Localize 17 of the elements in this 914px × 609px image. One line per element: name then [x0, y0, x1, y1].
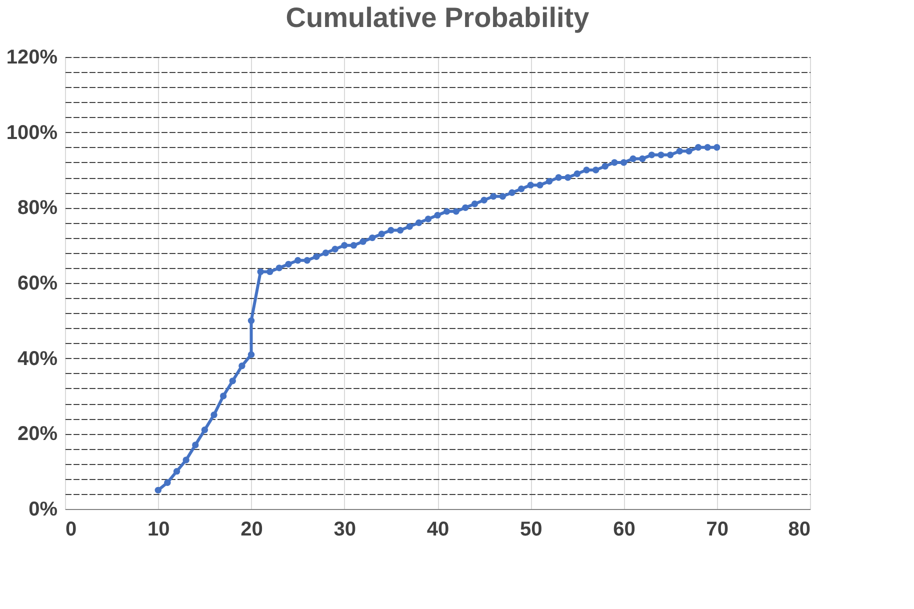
x-tick-label: 10: [148, 518, 170, 540]
y-tick-label: 120%: [6, 46, 58, 68]
y-tick-label: 40%: [17, 348, 58, 370]
x-tick-label: 20: [240, 518, 263, 540]
x-tick-label: 0: [66, 518, 77, 540]
x-tick-label: 50: [520, 518, 542, 540]
y-tick-label: 60%: [17, 272, 58, 294]
x-tick-label: 70: [706, 518, 728, 540]
y-tick-label: 20%: [17, 423, 58, 446]
y-tick-label: 0%: [28, 498, 58, 520]
x-tick-label: 30: [334, 518, 356, 540]
y-tick-label: 100%: [6, 122, 58, 144]
chart-title: Cumulative Probability: [286, 2, 590, 33]
x-tick-label: 60: [613, 518, 636, 540]
x-tick-label: 80: [788, 518, 810, 540]
x-tick-label: 40: [426, 518, 450, 540]
y-tick-label: 80%: [17, 197, 58, 220]
